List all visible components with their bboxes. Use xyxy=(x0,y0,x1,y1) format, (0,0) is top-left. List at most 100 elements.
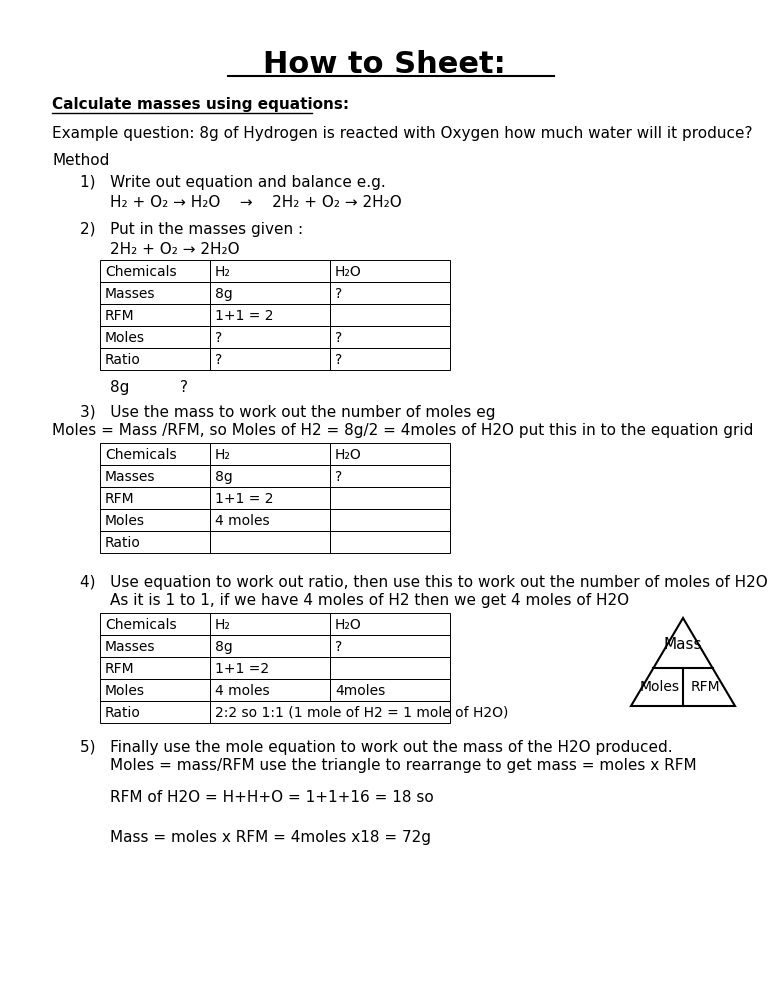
Bar xyxy=(210,443,330,465)
Bar xyxy=(100,465,210,487)
Bar xyxy=(100,679,210,701)
Text: 3)   Use the mass to work out the number of moles eg: 3) Use the mass to work out the number o… xyxy=(80,405,495,420)
Text: Method: Method xyxy=(52,153,109,168)
Bar xyxy=(100,326,210,348)
Bar xyxy=(330,509,450,531)
Text: ?: ? xyxy=(215,353,222,367)
Bar xyxy=(210,531,330,553)
Bar xyxy=(100,443,210,465)
Text: Ratio: Ratio xyxy=(105,353,141,367)
Text: Example question: 8g of Hydrogen is reacted with Oxygen how much water will it p: Example question: 8g of Hydrogen is reac… xyxy=(52,126,753,141)
Text: Chemicals: Chemicals xyxy=(105,264,177,279)
Bar xyxy=(330,326,450,348)
Bar xyxy=(100,304,210,326)
Bar xyxy=(330,679,450,701)
Bar xyxy=(210,348,330,370)
Bar xyxy=(330,304,450,326)
Text: RFM: RFM xyxy=(105,492,134,506)
Text: 1+1 = 2: 1+1 = 2 xyxy=(215,492,273,506)
Bar xyxy=(210,326,330,348)
Text: Calculate masses using equations:: Calculate masses using equations: xyxy=(52,97,349,112)
Bar xyxy=(210,679,330,701)
Text: ?: ? xyxy=(335,353,343,367)
Bar xyxy=(210,509,330,531)
Bar xyxy=(210,465,330,487)
Bar xyxy=(100,531,210,553)
Bar xyxy=(210,613,330,635)
Text: Masses: Masses xyxy=(105,640,155,654)
Bar xyxy=(100,487,210,509)
Text: ?: ? xyxy=(215,331,222,345)
Bar xyxy=(100,657,210,679)
Text: H₂ + O₂ → H₂O    →    2H₂ + O₂ → 2H₂O: H₂ + O₂ → H₂O → 2H₂ + O₂ → 2H₂O xyxy=(110,195,402,210)
Text: 8g: 8g xyxy=(215,470,233,484)
Text: ?: ? xyxy=(335,287,343,301)
Text: Chemicals: Chemicals xyxy=(105,618,177,632)
Text: H₂: H₂ xyxy=(215,264,231,279)
Bar xyxy=(100,348,210,370)
Text: Moles: Moles xyxy=(105,514,145,528)
Text: 2:2 so 1:1 (1 mole of H2 = 1 mole of H2O): 2:2 so 1:1 (1 mole of H2 = 1 mole of H2O… xyxy=(215,706,508,720)
Bar xyxy=(210,260,330,282)
Text: ?: ? xyxy=(335,640,343,654)
Bar xyxy=(210,635,330,657)
Bar xyxy=(330,443,450,465)
Text: 8g: 8g xyxy=(215,287,233,301)
Bar xyxy=(330,487,450,509)
Text: H₂: H₂ xyxy=(215,618,231,632)
Text: Mass: Mass xyxy=(664,637,702,652)
Text: H₂O: H₂O xyxy=(335,264,362,279)
Bar xyxy=(100,701,210,723)
Bar xyxy=(330,635,450,657)
Text: ?: ? xyxy=(335,470,343,484)
Bar xyxy=(210,282,330,304)
Bar xyxy=(210,487,330,509)
Text: Moles: Moles xyxy=(640,680,680,694)
Text: ?: ? xyxy=(335,331,343,345)
Bar xyxy=(330,465,450,487)
Text: Masses: Masses xyxy=(105,287,155,301)
Text: 4)   Use equation to work out ratio, then use this to work out the number of mol: 4) Use equation to work out ratio, then … xyxy=(80,575,768,590)
Text: 8g: 8g xyxy=(215,640,233,654)
Bar xyxy=(330,348,450,370)
Text: Chemicals: Chemicals xyxy=(105,448,177,462)
Text: Moles = mass/RFM use the triangle to rearrange to get mass = moles x RFM: Moles = mass/RFM use the triangle to rea… xyxy=(110,758,697,773)
Bar xyxy=(210,304,330,326)
Text: As it is 1 to 1, if we have 4 moles of H2 then we get 4 moles of H2O: As it is 1 to 1, if we have 4 moles of H… xyxy=(110,593,629,608)
Text: Masses: Masses xyxy=(105,470,155,484)
Text: RFM of H2O = H+H+O = 1+1+16 = 18 so: RFM of H2O = H+H+O = 1+1+16 = 18 so xyxy=(110,790,434,805)
Text: ?: ? xyxy=(180,380,188,395)
Bar xyxy=(100,282,210,304)
Text: How to Sheet:: How to Sheet: xyxy=(263,50,505,79)
Text: 4 moles: 4 moles xyxy=(215,514,270,528)
Text: 5)   Finally use the mole equation to work out the mass of the H2O produced.: 5) Finally use the mole equation to work… xyxy=(80,740,673,755)
Bar xyxy=(100,509,210,531)
Text: 1+1 =2: 1+1 =2 xyxy=(215,662,269,676)
Text: 1)   Write out equation and balance e.g.: 1) Write out equation and balance e.g. xyxy=(80,175,386,190)
Bar xyxy=(330,260,450,282)
Text: Ratio: Ratio xyxy=(105,536,141,550)
Text: Mass = moles x RFM = 4moles x18 = 72g: Mass = moles x RFM = 4moles x18 = 72g xyxy=(110,830,431,845)
Text: 1+1 = 2: 1+1 = 2 xyxy=(215,309,273,323)
Text: H₂: H₂ xyxy=(215,448,231,462)
Text: Ratio: Ratio xyxy=(105,706,141,720)
Text: 8g: 8g xyxy=(110,380,129,395)
Text: 4 moles: 4 moles xyxy=(215,684,270,698)
Text: 2)   Put in the masses given :: 2) Put in the masses given : xyxy=(80,222,303,237)
Text: H₂O: H₂O xyxy=(335,448,362,462)
Bar xyxy=(330,613,450,635)
Text: Moles: Moles xyxy=(105,331,145,345)
Bar xyxy=(330,282,450,304)
Text: Moles = Mass /RFM, so Moles of H2 = 8g/2 = 4moles of H2O put this in to the equa: Moles = Mass /RFM, so Moles of H2 = 8g/2… xyxy=(52,423,753,438)
Bar xyxy=(210,657,330,679)
Text: 4moles: 4moles xyxy=(335,684,386,698)
Bar xyxy=(330,657,450,679)
Text: Moles: Moles xyxy=(105,684,145,698)
Text: 2H₂ + O₂ → 2H₂O: 2H₂ + O₂ → 2H₂O xyxy=(110,242,240,257)
Bar xyxy=(100,260,210,282)
Text: H₂O: H₂O xyxy=(335,618,362,632)
Text: RFM: RFM xyxy=(105,309,134,323)
Text: RFM: RFM xyxy=(691,680,720,694)
Bar xyxy=(100,635,210,657)
Bar xyxy=(100,613,210,635)
